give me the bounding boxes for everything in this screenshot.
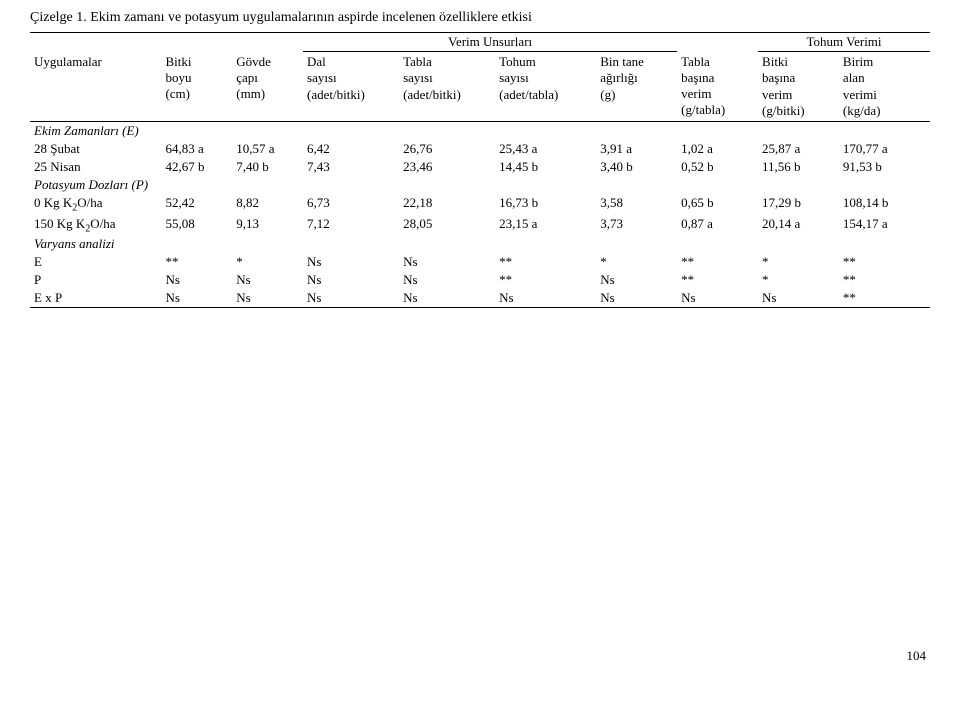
section-label: Varyans analizi	[30, 235, 930, 253]
table-row: 0 Kg K2O/ha 52,42 8,82 6,73 22,18 16,73 …	[30, 194, 930, 215]
col-tabla-sayisi: Tablasayısı(adet/bitki)	[399, 52, 495, 122]
row-label: 28 Şubat	[30, 140, 161, 158]
col-bitki-basina: Bitkibaşınaverim(g/bitki)	[758, 52, 839, 122]
section-varyans: Varyans analizi	[30, 235, 930, 253]
data-table: Verim Unsurları Tohum Verimi Uygulamalar…	[30, 32, 930, 308]
row-label: 25 Nisan	[30, 158, 161, 176]
section-label: Ekim Zamanları (E)	[30, 122, 930, 141]
table-caption: Çizelge 1. Ekim zamanı ve potasyum uygul…	[30, 10, 930, 26]
group-header-row: Verim Unsurları Tohum Verimi	[30, 33, 930, 52]
table-row: E ** * Ns Ns ** * ** * **	[30, 253, 930, 271]
table-row: E x P Ns Ns Ns Ns Ns Ns Ns Ns **	[30, 289, 930, 308]
table-row: 28 Şubat 64,83 a 10,57 a 6,42 26,76 25,4…	[30, 140, 930, 158]
col-tabla-basina: Tablabaşınaverim(g/tabla)	[677, 52, 758, 122]
table-row: P Ns Ns Ns Ns ** Ns ** * **	[30, 271, 930, 289]
table-row: 25 Nisan 42,67 b 7,40 b 7,43 23,46 14,45…	[30, 158, 930, 176]
col-uygulamalar: Uygulamalar	[30, 52, 161, 122]
col-tohum-sayisi: Tohumsayısı(adet/tabla)	[495, 52, 596, 122]
section-ekim: Ekim Zamanları (E)	[30, 122, 930, 141]
group-header-tohum: Tohum Verimi	[758, 33, 930, 52]
column-header-row: Uygulamalar Bitkiboyu(cm) Gövdeçapı(mm) …	[30, 52, 930, 122]
col-bitki-boyu: Bitkiboyu(cm)	[161, 52, 232, 122]
row-label: 150 Kg K2O/ha	[30, 215, 161, 236]
table-row: 150 Kg K2O/ha 55,08 9,13 7,12 28,05 23,1…	[30, 215, 930, 236]
col-bin-tane: Bin taneağırlığı(g)	[596, 52, 677, 122]
section-label: Potasyum Dozları (P)	[30, 176, 930, 194]
col-govde-capi: Gövdeçapı(mm)	[232, 52, 303, 122]
row-label: E x P	[30, 289, 161, 308]
page-number: 104	[30, 648, 930, 664]
section-potasyum: Potasyum Dozları (P)	[30, 176, 930, 194]
row-label: P	[30, 271, 161, 289]
group-header-verim: Verim Unsurları	[303, 33, 677, 52]
col-dal-sayisi: Dalsayısı(adet/bitki)	[303, 52, 399, 122]
col-birim-alan: Birimalanverimi(kg/da)	[839, 52, 930, 122]
row-label: E	[30, 253, 161, 271]
row-label: 0 Kg K2O/ha	[30, 194, 161, 215]
